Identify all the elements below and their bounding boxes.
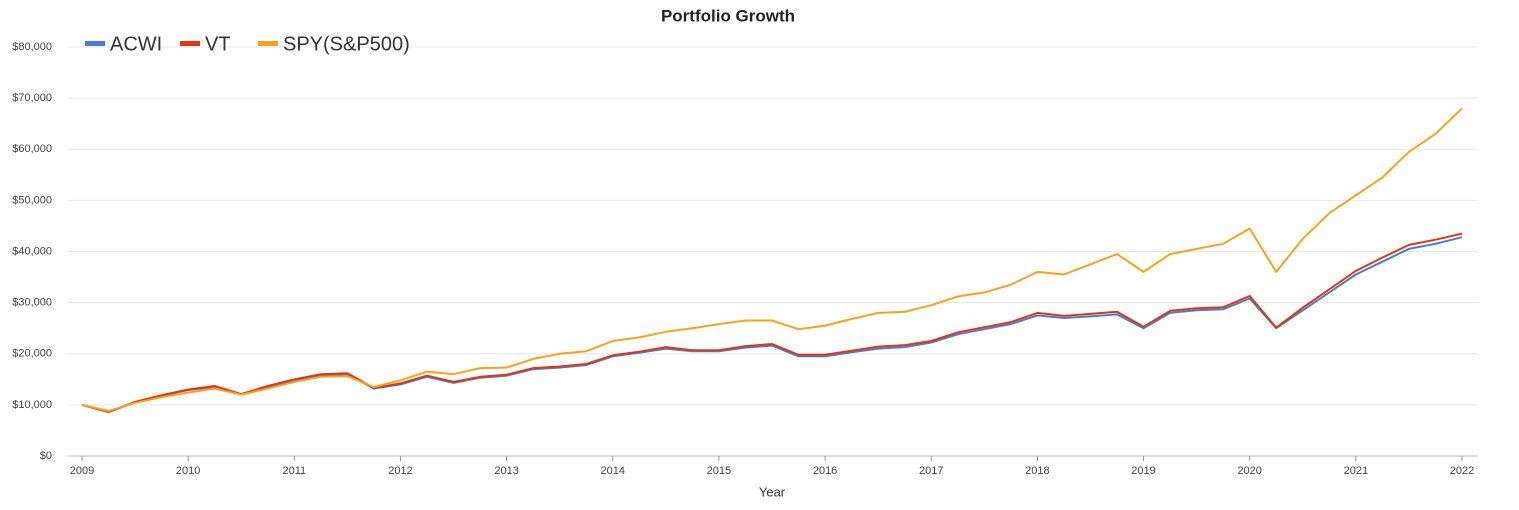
x-tick-label: 2012 <box>388 465 412 477</box>
legend-label: ACWI <box>110 33 162 55</box>
x-tick-label: 2016 <box>813 465 837 477</box>
chart-title: Portfolio Growth <box>661 6 795 25</box>
x-tick-label: 2014 <box>601 465 625 477</box>
legend-label: VT <box>205 33 231 55</box>
x-tick-label: 2021 <box>1344 465 1368 477</box>
x-axis-title: Year <box>759 484 786 499</box>
x-tick-label: 2011 <box>282 465 306 477</box>
legend-swatch <box>258 41 278 46</box>
x-tick-label: 2015 <box>707 465 731 477</box>
series-line <box>81 107 1463 412</box>
y-tick-label: $0 <box>40 450 52 462</box>
x-tick-label: 2018 <box>1025 465 1049 477</box>
legend-swatch <box>85 41 105 46</box>
legend-label: SPY(S&P500) <box>283 33 410 55</box>
series-line <box>81 232 1463 413</box>
series-line <box>81 236 1463 413</box>
x-tick-label: 2020 <box>1237 465 1261 477</box>
y-tick-label: $20,000 <box>12 348 52 360</box>
y-tick-label: $30,000 <box>12 297 52 309</box>
x-tick-label: 2022 <box>1450 465 1474 477</box>
legend-swatch <box>180 41 200 46</box>
y-tick-label: $70,000 <box>12 92 52 104</box>
x-tick-label: 2019 <box>1131 465 1155 477</box>
x-tick-label: 2009 <box>70 465 94 477</box>
y-tick-label: $80,000 <box>12 41 52 53</box>
y-tick-label: $40,000 <box>12 245 52 257</box>
y-tick-label: $60,000 <box>12 143 52 155</box>
y-tick-label: $10,000 <box>12 399 52 411</box>
x-tick-label: 2017 <box>919 465 943 477</box>
y-tick-label: $50,000 <box>12 194 52 206</box>
x-tick-label: 2010 <box>176 465 200 477</box>
x-tick-label: 2013 <box>494 465 518 477</box>
